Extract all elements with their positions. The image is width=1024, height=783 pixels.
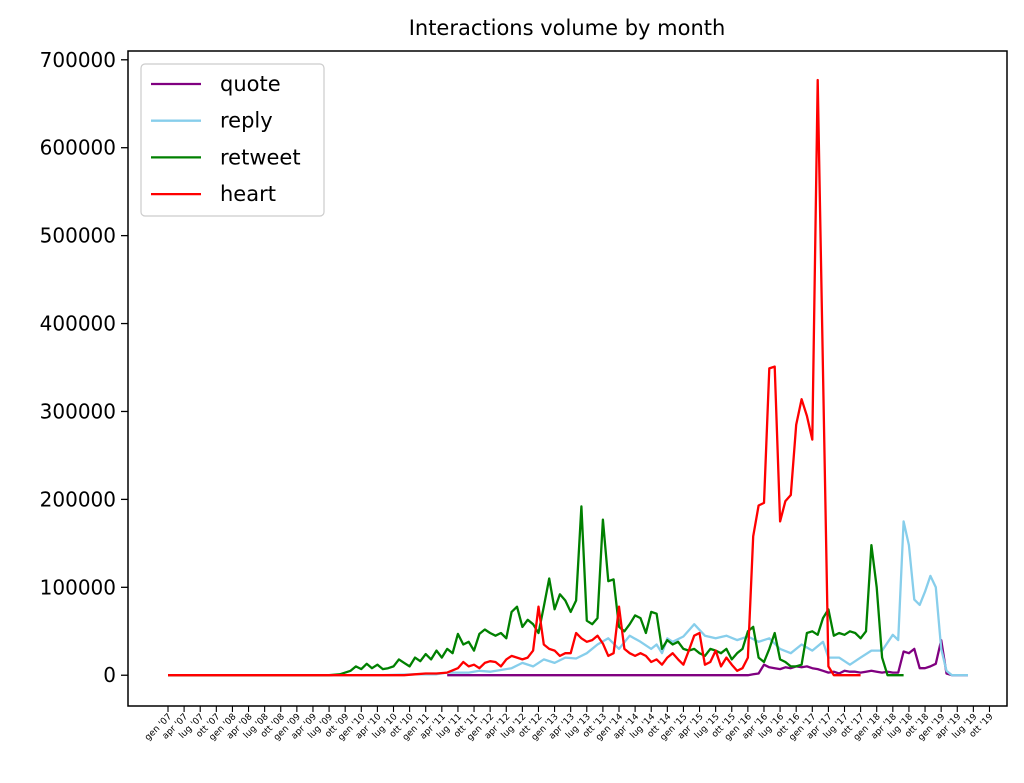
legend-label-retweet: retweet [220, 145, 301, 169]
y-axis: 0 100000 200000 300000 400000 500000 600000 700… [40, 48, 128, 687]
legend: quote reply retweet heart [140, 63, 325, 217]
y-tick-label: 600000 [40, 136, 116, 160]
y-tick-label: 0 [103, 663, 116, 687]
legend-label-heart: heart [220, 182, 276, 206]
chart-title: Interactions volume by month [409, 16, 726, 40]
series-line-reply [168, 520, 968, 677]
legend-box [140, 63, 325, 217]
legend-label-reply: reply [220, 109, 273, 133]
y-tick-label: 400000 [40, 312, 116, 336]
series-line-quote [447, 638, 968, 677]
plot-lines [168, 78, 968, 677]
y-tick-label: 300000 [40, 399, 116, 423]
y-tick-label: 100000 [40, 575, 116, 599]
series-line-retweet [168, 505, 904, 677]
y-tick-label: 200000 [40, 487, 116, 511]
plot-frame [127, 50, 1008, 707]
y-tick-label: 500000 [40, 224, 116, 248]
series-line-heart [168, 78, 861, 677]
y-tick-label: 700000 [40, 48, 116, 72]
legend-label-quote: quote [220, 72, 281, 96]
